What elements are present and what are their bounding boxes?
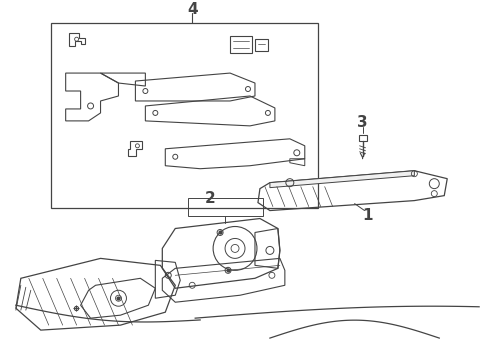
Text: 3: 3 — [357, 116, 368, 130]
Bar — [51, 23, 318, 208]
Text: 4: 4 — [187, 2, 197, 17]
Polygon shape — [270, 171, 415, 188]
Bar — [188, 198, 263, 216]
Text: 1: 1 — [362, 208, 373, 223]
Text: 2: 2 — [205, 191, 216, 206]
